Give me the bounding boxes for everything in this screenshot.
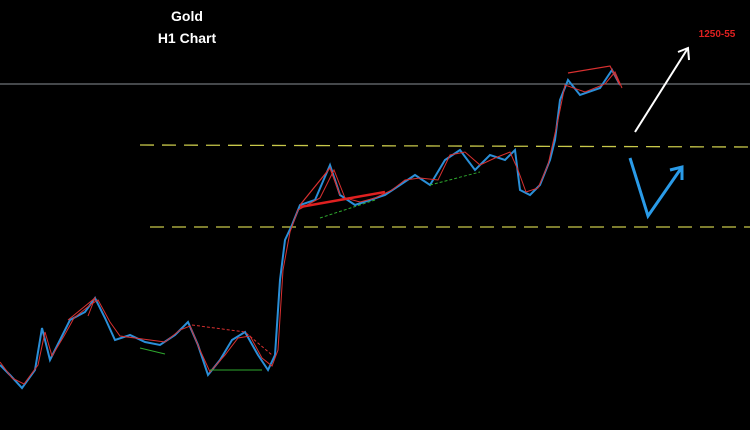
pattern-line (139, 347, 166, 355)
bullish-arrow (634, 46, 690, 133)
pattern-line (299, 166, 341, 206)
pattern-line (191, 324, 273, 356)
chart-subtitle: H1 Chart (158, 30, 217, 46)
chart-title: Gold (171, 8, 203, 24)
target-label: 1250-55 (699, 29, 736, 40)
resistance-line (139, 144, 750, 148)
price-wicks (0, 71, 623, 385)
pattern-line (567, 65, 621, 86)
pattern-line (299, 190, 386, 209)
zigzag-arrow (628, 157, 684, 220)
pattern-line (67, 296, 97, 321)
pattern-line (429, 171, 481, 186)
